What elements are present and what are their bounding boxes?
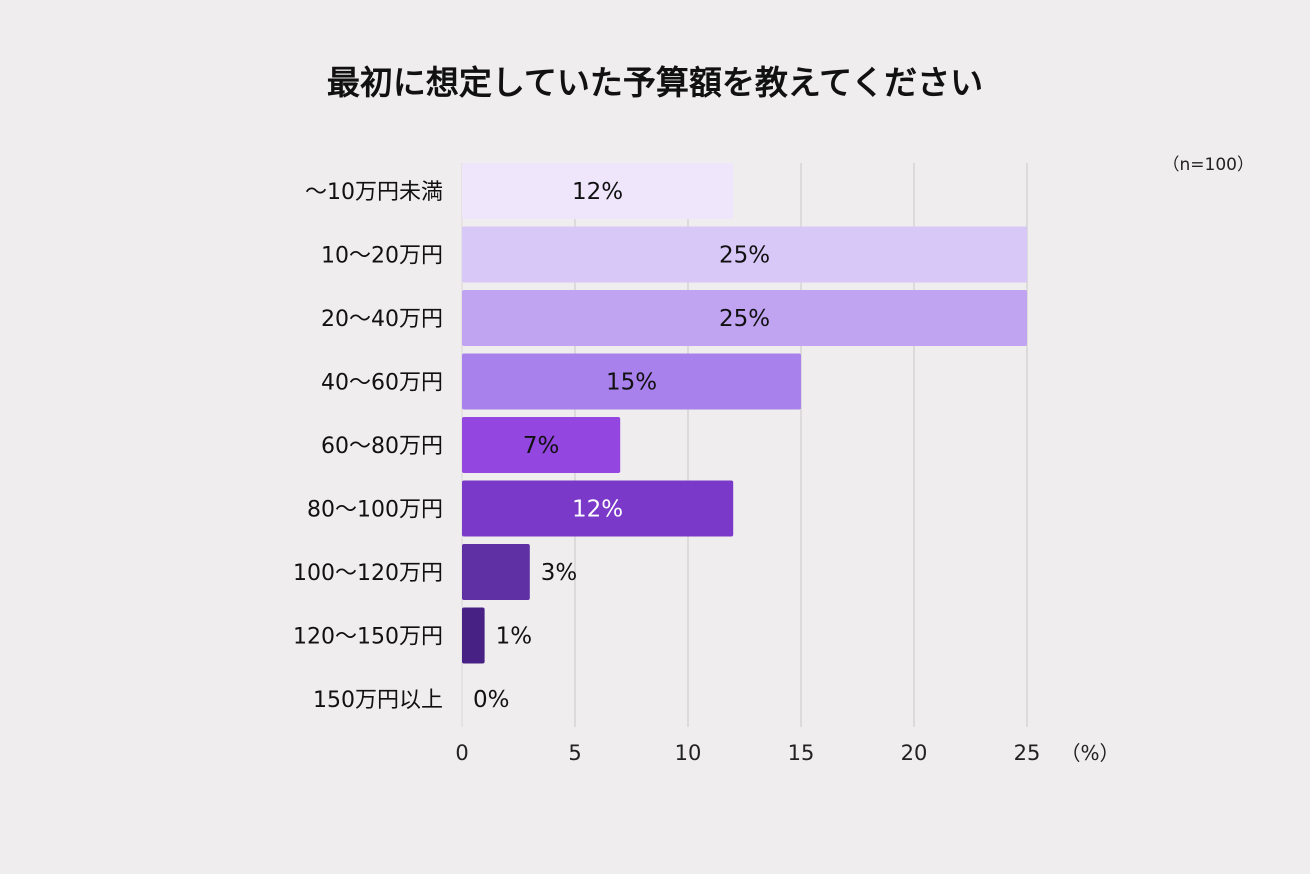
category-label: 100〜120万円	[293, 561, 443, 586]
chart-title: 最初に想定していた予算額を教えてください	[326, 63, 984, 102]
bar-value-label: 15%	[606, 370, 657, 396]
category-label: 120〜150万円	[293, 625, 443, 650]
bar-value-label: 1%	[496, 624, 532, 650]
category-label: 150万円以上	[313, 688, 443, 713]
category-label: 〜10万円未満	[305, 180, 443, 205]
bar	[462, 544, 530, 600]
bar-value-label: 3%	[541, 560, 578, 586]
bar-value-label: 0%	[473, 687, 510, 713]
bar-value-label: 25%	[719, 306, 770, 332]
bar	[462, 480, 734, 537]
bar	[462, 353, 801, 410]
sample-size-note: （n=100）	[1162, 155, 1254, 175]
bar-value-label: 25%	[719, 243, 770, 269]
category-label: 40〜60万円	[321, 371, 443, 396]
category-label: 80〜100万円	[307, 498, 443, 523]
bar	[462, 607, 485, 664]
bar-value-label: 12%	[572, 497, 623, 523]
x-tick-label: 15	[788, 741, 815, 765]
bar-value-label: 7%	[523, 433, 560, 459]
category-label: 10〜20万円	[321, 244, 443, 269]
x-tick-label: 25	[1014, 741, 1041, 765]
category-label: 20〜40万円	[321, 307, 443, 332]
bar	[462, 417, 621, 473]
bar	[462, 226, 1027, 283]
x-tick-label: 20	[901, 741, 928, 765]
bar-value-label: 12%	[572, 179, 623, 205]
x-tick-label: 5	[568, 741, 581, 765]
x-tick-label: 10	[675, 741, 702, 765]
category-label: 60〜80万円	[321, 434, 443, 459]
x-tick-label: 0	[455, 741, 468, 765]
x-unit-label: （%）	[1060, 741, 1119, 765]
bar	[462, 290, 1027, 346]
bar	[462, 163, 734, 219]
